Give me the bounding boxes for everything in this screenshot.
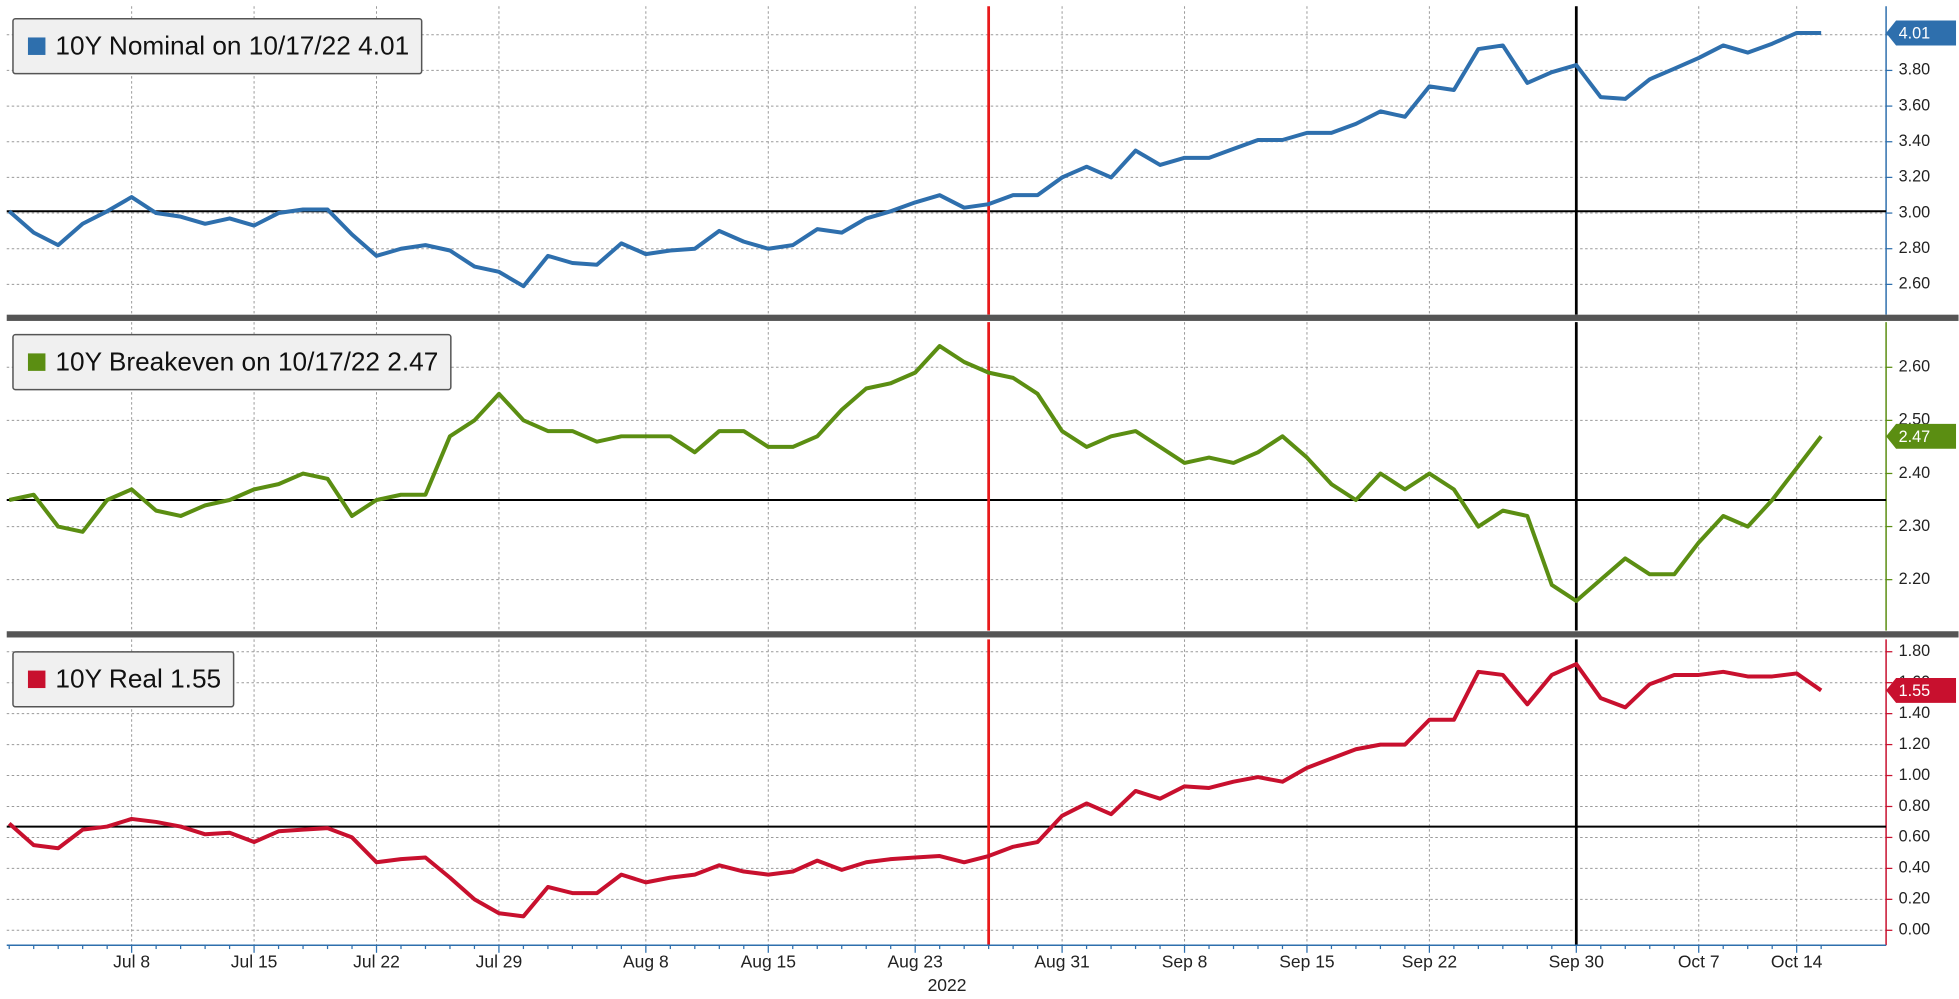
y-tick-label: 0.80 — [1899, 797, 1931, 815]
x-tick-label: Sep 15 — [1279, 951, 1334, 971]
x-tick-label: Aug 23 — [888, 951, 943, 971]
x-axis-label: 2022 — [928, 975, 967, 995]
y-tick-label: 3.20 — [1899, 168, 1931, 186]
y-tick-label: 3.00 — [1899, 203, 1931, 221]
legend: 10Y Breakeven on 10/17/22 2.47 — [12, 333, 452, 391]
legend: 10Y Real 1.55 — [12, 651, 235, 708]
last-value-label: 1.55 — [1899, 682, 1931, 700]
line-series — [8, 344, 1823, 603]
last-value-tag — [1886, 677, 1957, 703]
y-tick-label: 0.20 — [1899, 890, 1931, 908]
y-tick-label: 1.00 — [1899, 766, 1931, 784]
y-tick-label: 2.30 — [1899, 517, 1931, 535]
legend-label: 10Y Breakeven on 10/17/22 2.47 — [55, 346, 438, 376]
last-value-label: 2.47 — [1899, 428, 1931, 446]
x-tick-label: Jul 29 — [476, 951, 523, 971]
y-tick-label: 2.60 — [1899, 358, 1931, 376]
legend-box — [12, 17, 423, 75]
legend-swatch — [27, 353, 46, 371]
x-tick-label: Aug 15 — [741, 951, 796, 971]
legend-label: 10Y Nominal on 10/17/22 4.01 — [55, 30, 409, 60]
legend-box — [12, 651, 235, 708]
y-tick-label: 1.40 — [1899, 704, 1931, 722]
y-tick-label: 3.40 — [1899, 132, 1931, 150]
y-tick-label: 0.60 — [1899, 828, 1931, 846]
x-tick-label: Sep 8 — [1162, 951, 1208, 971]
legend-label: 10Y Real 1.55 — [55, 663, 221, 693]
legend-box — [12, 333, 452, 391]
y-tick-label: 1.80 — [1899, 642, 1931, 660]
legend: 10Y Nominal on 10/17/22 4.01 — [12, 17, 423, 75]
y-tick-label: 1.20 — [1899, 735, 1931, 753]
x-tick-label: Jul 22 — [353, 951, 400, 971]
line-series — [7, 30, 1822, 289]
x-tick-label: Sep 22 — [1402, 951, 1457, 971]
x-tick-label: Oct 7 — [1678, 951, 1720, 971]
y-tick-label: 3.80 — [1899, 61, 1931, 79]
y-tick-label: 0.00 — [1899, 921, 1931, 939]
y-tick-label: 3.60 — [1899, 96, 1931, 114]
x-tick-label: Oct 14 — [1771, 951, 1823, 971]
y-tick-label: 2.80 — [1899, 239, 1931, 257]
y-tick-label: 2.60 — [1899, 275, 1931, 293]
line-series — [7, 662, 1823, 919]
x-tick-label: Aug 31 — [1034, 951, 1089, 971]
panel-separator — [6, 314, 1959, 321]
legend-swatch — [27, 670, 46, 689]
panel-separator — [6, 631, 1959, 638]
x-tick-label: Jul 15 — [231, 951, 278, 971]
legend-swatch — [27, 37, 46, 55]
x-tick-label: Sep 30 — [1549, 951, 1605, 971]
last-value-label: 4.01 — [1899, 25, 1931, 43]
x-tick-label: Aug 8 — [623, 951, 669, 971]
y-tick-label: 0.40 — [1899, 859, 1931, 877]
last-value-tag — [1886, 20, 1957, 46]
y-tick-label: 2.40 — [1899, 464, 1931, 482]
x-tick-label: Jul 8 — [113, 951, 150, 971]
last-value-tag — [1886, 423, 1957, 449]
y-tick-label: 2.20 — [1899, 570, 1931, 588]
